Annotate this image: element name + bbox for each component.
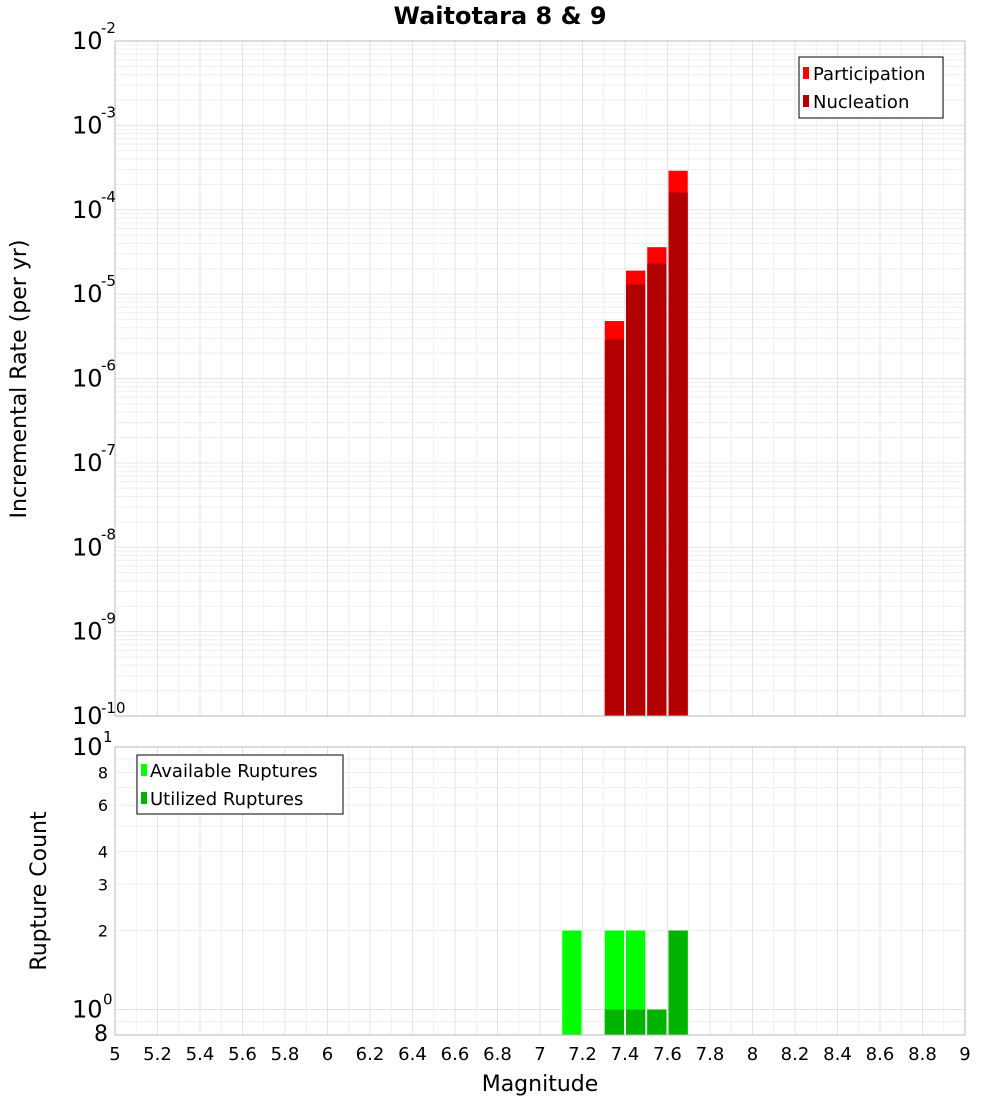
available-ruptures-bar <box>604 930 624 1035</box>
legend-label-nucleation: Nucleation <box>813 92 909 113</box>
nucleation-bar <box>626 284 646 716</box>
x-tick-label: 8.6 <box>866 1044 895 1065</box>
top-y-tick-exponent: -10 <box>101 699 126 717</box>
x-tick-label: 7.8 <box>696 1044 725 1065</box>
top-y-tick-label: 10 <box>72 618 103 646</box>
x-tick-label: 7 <box>534 1044 545 1065</box>
chart-title: Waitotara 8 & 9 <box>393 2 606 30</box>
x-tick-label: 8 <box>747 1044 758 1065</box>
bottom-y-tick-label: 8 <box>98 763 108 782</box>
x-tick-label: 9 <box>959 1044 970 1065</box>
bottom-legend: Available Ruptures Utilized Ruptures <box>136 754 344 815</box>
top-y-tick-label: 10 <box>72 365 103 393</box>
x-tick-label: 6.4 <box>398 1044 427 1065</box>
top-y-tick-label: 10 <box>72 196 103 224</box>
utilized-ruptures-bar <box>647 1009 667 1035</box>
bottom-y-tick-label: 4 <box>98 842 108 861</box>
bottom-y-tick-label: 8 <box>94 1022 108 1047</box>
x-tick-label: 6.2 <box>356 1044 385 1065</box>
x-tick-label: 7.4 <box>611 1044 640 1065</box>
legend-swatch-utilized <box>141 792 147 804</box>
utilized-ruptures-bar <box>626 1009 646 1035</box>
legend-label-utilized: Utilized Ruptures <box>150 789 303 810</box>
available-ruptures-bar <box>562 930 582 1035</box>
bottom-legend-box <box>136 754 344 815</box>
bottom-y-tick-exponent: 0 <box>103 991 113 1009</box>
legend-swatch-participation <box>803 67 809 79</box>
top-legend: Participation Nucleation <box>798 56 944 119</box>
available-ruptures-bar <box>626 930 646 1035</box>
bottom-y-tick-label: 3 <box>98 875 108 894</box>
x-tick-label: 8.2 <box>781 1044 810 1065</box>
top-y-tick-exponent: -4 <box>101 188 116 206</box>
bottom-y-tick-label: 10 <box>72 733 103 761</box>
top-legend-box <box>798 56 944 119</box>
x-tick-label: 6 <box>322 1044 333 1065</box>
legend-swatch-available <box>141 764 147 776</box>
top-y-tick-exponent: -3 <box>101 103 116 121</box>
top-y-tick-label: 10 <box>72 280 103 308</box>
top-plot-bars <box>604 170 688 717</box>
x-axis-label: Magnitude <box>482 1072 599 1097</box>
nucleation-bar <box>668 192 688 717</box>
bottom-y-tick-label: 6 <box>98 796 108 815</box>
top-y-tick-exponent: -6 <box>101 357 116 375</box>
bottom-y-axis-label: Rupture Count <box>27 811 52 971</box>
x-tick-label: 8.8 <box>908 1044 937 1065</box>
bottom-y-tick-label: 10 <box>72 996 103 1024</box>
x-tick-label: 5.8 <box>271 1044 300 1065</box>
x-tick-label: 5 <box>109 1044 120 1065</box>
x-tick-label: 5.4 <box>186 1044 215 1065</box>
nucleation-bar <box>604 339 624 716</box>
top-y-tick-label: 10 <box>72 702 103 730</box>
x-tick-label: 6.6 <box>441 1044 470 1065</box>
top-y-tick-label: 10 <box>72 27 103 55</box>
top-y-tick-exponent: -7 <box>101 441 116 459</box>
utilized-ruptures-bar <box>668 930 688 1035</box>
bottom-plot-bars <box>562 930 688 1035</box>
x-tick-label: 8.4 <box>823 1044 852 1065</box>
legend-swatch-nucleation <box>803 95 809 107</box>
x-tick-label: 7.6 <box>653 1044 682 1065</box>
top-y-tick-exponent: -9 <box>101 610 116 628</box>
top-y-tick-label: 10 <box>72 533 103 561</box>
top-y-tick-label: 10 <box>72 111 103 139</box>
legend-label-participation: Participation <box>813 64 925 85</box>
utilized-ruptures-bar <box>604 1009 624 1035</box>
top-y-tick-labels: 10-210-310-410-510-610-710-810-910-10 <box>72 19 126 730</box>
nucleation-bar <box>647 263 667 716</box>
bottom-plot-frame <box>114 746 966 1036</box>
x-tick-label: 5.2 <box>143 1044 172 1065</box>
x-tick-label: 7.2 <box>568 1044 597 1065</box>
top-y-tick-exponent: -8 <box>101 525 116 543</box>
legend-label-available: Available Ruptures <box>150 761 318 782</box>
top-y-tick-label: 10 <box>72 449 103 477</box>
x-tick-label: 6.8 <box>483 1044 512 1065</box>
top-plot-grid <box>114 40 966 717</box>
top-y-tick-exponent: -5 <box>101 272 116 290</box>
bottom-y-tick-exponent: 1 <box>103 728 113 746</box>
x-tick-labels: 5 5.2 5.4 5.6 5.8 6 6.2 6.4 6.6 6.8 7 7.2 7.4 7.6 7.8 8… <box>109 1044 970 1065</box>
bottom-y-tick-label: 2 <box>98 922 108 941</box>
x-tick-label: 5.6 <box>228 1044 257 1065</box>
top-y-axis-label: Incremental Rate (per yr) <box>7 240 32 519</box>
top-plot-frame <box>114 40 966 717</box>
top-y-tick-exponent: -2 <box>101 19 116 37</box>
